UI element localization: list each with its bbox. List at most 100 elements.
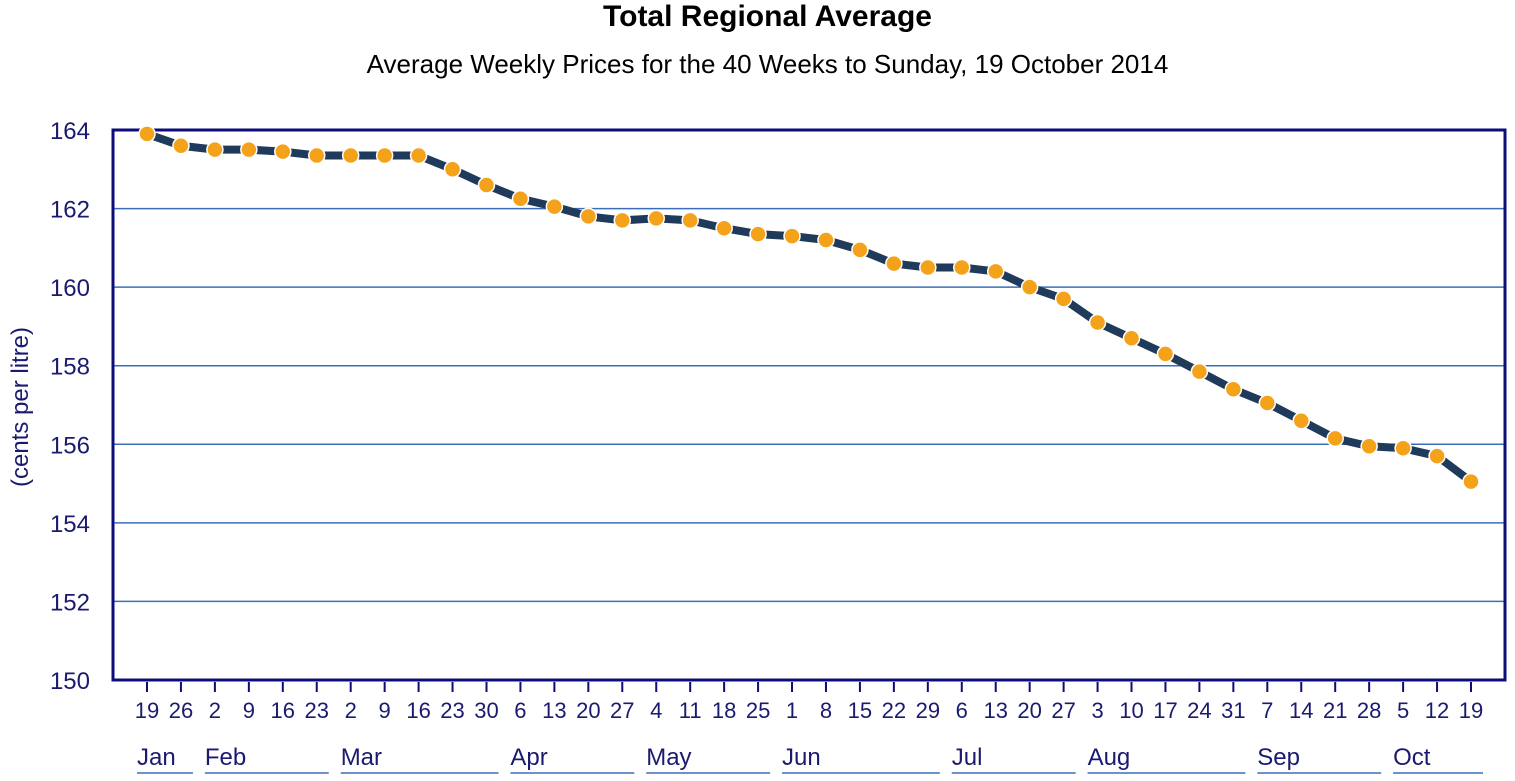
x-tick-label: 2 (345, 698, 357, 723)
series-layer (138, 125, 1480, 491)
gridlines (113, 207, 1505, 603)
series-line (143, 129, 1475, 486)
data-point (409, 146, 428, 165)
data-point (375, 146, 394, 165)
data-point (307, 146, 326, 165)
y-tick-label: 154 (50, 511, 90, 538)
y-tick-label: 150 (50, 668, 90, 695)
data-point (172, 136, 190, 155)
month-axis: Jan Feb Mar Apr May Jun Jul Aug Sep Oct (137, 744, 1483, 774)
data-point (1054, 290, 1073, 308)
x-tick-label: 23 (440, 698, 464, 723)
x-tick-label: 1 (786, 698, 798, 723)
data-point (1224, 380, 1243, 399)
data-point (274, 142, 292, 161)
x-tick-label: 17 (1153, 698, 1177, 723)
x-tick-label: 25 (746, 698, 770, 723)
x-tick-label: 16 (271, 698, 295, 723)
y-tick-label: 158 (50, 354, 90, 381)
month-label: Aug (1088, 744, 1131, 771)
data-point (647, 209, 665, 228)
data-point (715, 219, 733, 237)
x-tick-label: 9 (243, 698, 255, 723)
x-tick-label: 9 (379, 698, 391, 723)
x-tick-label: 4 (650, 698, 662, 723)
month-label: Feb (205, 744, 246, 771)
data-point (138, 125, 156, 143)
plot-area (111, 128, 1507, 682)
x-tick-label: 19 (1459, 698, 1483, 723)
x-tick-label: 13 (542, 698, 566, 723)
data-point (579, 207, 598, 226)
data-point (953, 258, 971, 277)
data-point (885, 254, 903, 273)
data-point (986, 262, 1005, 281)
data-point (1088, 313, 1107, 332)
x-tick-label: 10 (1119, 698, 1143, 723)
data-point (851, 241, 869, 259)
data-point (477, 176, 496, 194)
data-point (341, 146, 360, 165)
x-tick-label: 15 (848, 698, 872, 723)
data-point (206, 140, 224, 159)
x-tick-label: 20 (576, 698, 600, 723)
data-point (1462, 472, 1480, 491)
month-label: Mar (341, 744, 382, 771)
x-axis: 19 26 2 9 16 23 2 9 16 23 30 6 13 20 27 4 11 18 25 1 8 15 22 29… (135, 682, 1483, 723)
x-tick-label: 18 (712, 698, 736, 723)
x-tick-label: 19 (135, 698, 159, 723)
y-tick-label: 164 (50, 118, 90, 145)
x-tick-label: 6 (514, 698, 526, 723)
data-point (613, 211, 632, 230)
data-point (1292, 411, 1311, 430)
x-tick-label: 3 (1091, 698, 1103, 723)
x-tick-label: 14 (1289, 698, 1313, 723)
y-tick-label: 162 (50, 197, 90, 224)
data-point (749, 225, 767, 243)
data-point (1122, 329, 1141, 347)
x-tick-label: 27 (610, 698, 634, 723)
x-tick-label: 20 (1017, 698, 1041, 723)
x-tick-label: 31 (1221, 698, 1245, 723)
x-tick-label: 2 (209, 698, 221, 723)
x-tick-label: 16 (406, 698, 430, 723)
y-axis-label: (cents per litre) (7, 327, 34, 487)
x-tick-label: 30 (474, 698, 498, 723)
y-tick-label: 152 (50, 589, 90, 616)
x-tick-label: 29 (916, 698, 940, 723)
month-label: Jan (137, 744, 176, 771)
month-label: Oct (1393, 744, 1431, 771)
data-point (681, 211, 699, 230)
x-tick-label: 8 (820, 698, 832, 723)
data-point (1360, 437, 1378, 455)
data-point (1326, 429, 1344, 448)
data-point (545, 197, 564, 216)
x-tick-label: 26 (169, 698, 193, 723)
y-axis: 150 152 154 156 158 160 162 164 (50, 118, 90, 695)
month-label: Sep (1257, 744, 1300, 771)
month-label: May (646, 744, 691, 771)
x-tick-label: 22 (882, 698, 906, 723)
month-label: Jun (782, 744, 821, 771)
data-point (919, 258, 937, 277)
data-point (511, 190, 530, 208)
data-point (1190, 362, 1209, 381)
x-tick-label: 24 (1187, 698, 1211, 723)
x-tick-label: 13 (983, 698, 1007, 723)
x-tick-label: 23 (305, 698, 329, 723)
x-tick-label: 27 (1051, 698, 1075, 723)
x-tick-label: 12 (1425, 698, 1449, 723)
y-tick-label: 156 (50, 432, 90, 459)
data-point (240, 140, 258, 159)
month-label: Jul (952, 744, 983, 771)
data-point (783, 227, 801, 245)
data-point (1258, 394, 1277, 412)
data-point (1156, 345, 1175, 363)
y-tick-label: 160 (50, 275, 90, 302)
data-point (1020, 278, 1039, 296)
data-point (1394, 439, 1412, 457)
x-tick-label: 6 (956, 698, 968, 723)
x-tick-label: 21 (1323, 698, 1347, 723)
data-point (443, 160, 462, 179)
